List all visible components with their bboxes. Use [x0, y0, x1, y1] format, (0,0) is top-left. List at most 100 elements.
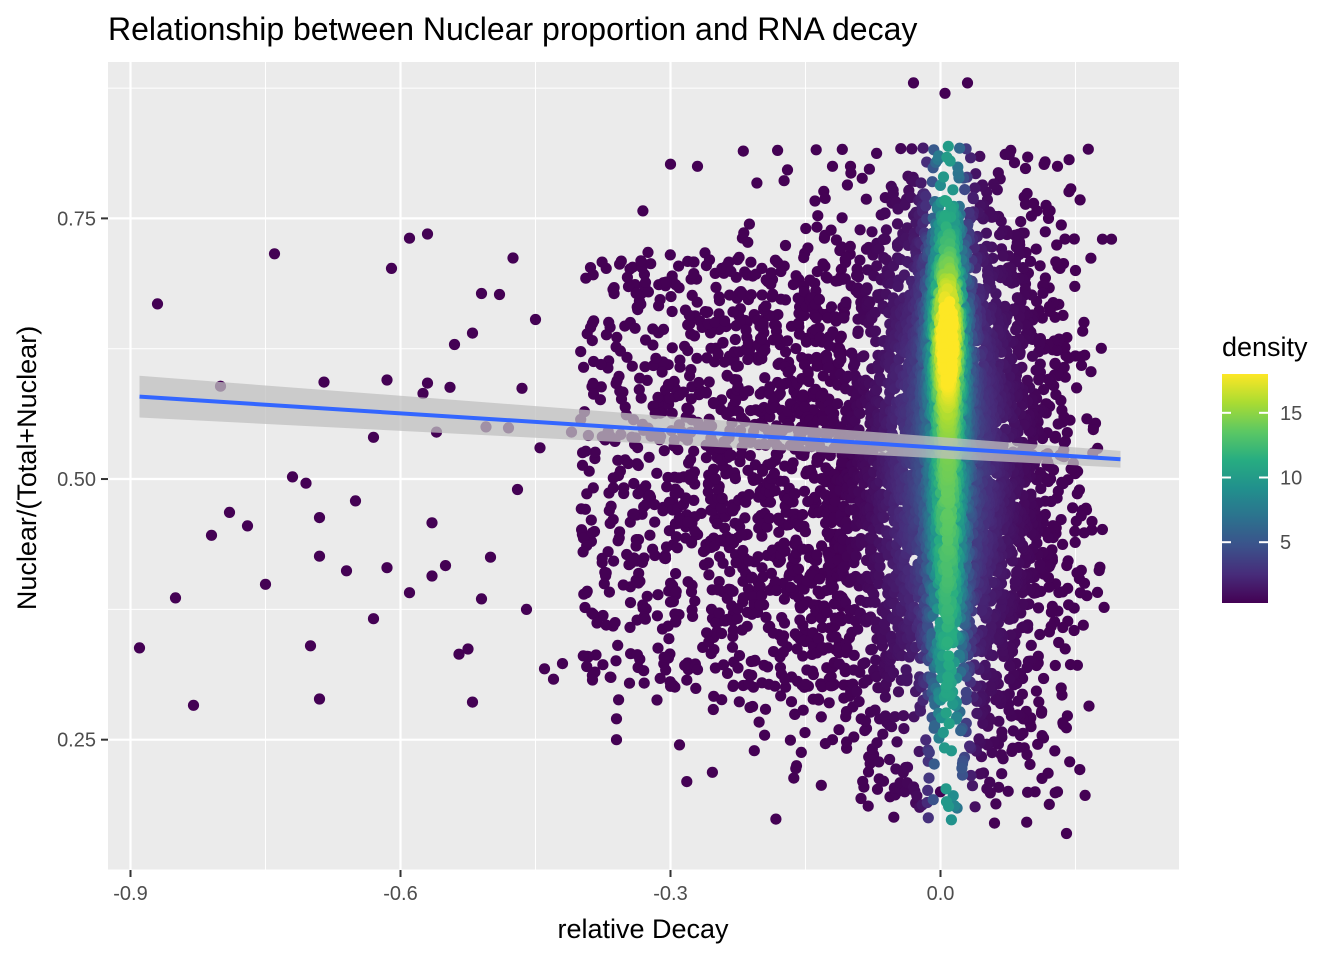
data-point	[851, 685, 863, 698]
data-point	[644, 489, 656, 501]
data-point	[773, 526, 785, 538]
data-point	[652, 391, 664, 403]
data-point	[966, 780, 979, 792]
data-point	[795, 746, 807, 759]
data-point	[952, 161, 964, 173]
data-point	[765, 567, 778, 580]
data-point	[608, 555, 620, 567]
data-point	[866, 643, 879, 656]
data-point	[604, 671, 616, 683]
data-point	[448, 338, 461, 351]
data-point	[770, 813, 782, 825]
data-point	[1053, 586, 1065, 599]
data-point	[300, 477, 312, 489]
data-point	[340, 565, 353, 577]
data-point	[1081, 413, 1093, 425]
data-point	[721, 667, 734, 680]
data-point	[969, 801, 981, 813]
data-point	[877, 775, 890, 787]
data-point	[1069, 264, 1082, 277]
data-point	[717, 659, 730, 671]
data-point	[666, 342, 678, 354]
data-point	[1098, 601, 1110, 614]
data-point	[759, 372, 771, 384]
data-point	[1039, 226, 1051, 238]
data-point	[1043, 798, 1055, 811]
data-point	[835, 353, 847, 366]
data-point	[610, 655, 622, 667]
data-point	[757, 465, 769, 477]
data-point	[688, 256, 700, 268]
data-point	[827, 581, 839, 593]
data-point	[1078, 527, 1090, 539]
data-point	[643, 451, 655, 463]
data-point	[681, 776, 693, 788]
data-point	[1053, 636, 1065, 649]
data-point	[577, 650, 589, 662]
data-point	[760, 300, 772, 312]
data-point	[737, 288, 749, 300]
data-point	[367, 431, 380, 443]
data-point	[853, 696, 865, 708]
data-point	[866, 226, 878, 238]
data-point	[938, 742, 951, 754]
data-point	[760, 611, 772, 624]
data-point	[860, 193, 872, 205]
data-point	[729, 333, 741, 346]
data-point	[754, 580, 766, 593]
data-point	[1060, 827, 1073, 840]
data-point	[779, 673, 791, 685]
data-point	[1070, 515, 1082, 527]
data-point	[588, 388, 600, 400]
data-point	[831, 398, 844, 410]
data-point	[580, 445, 592, 457]
data-point	[1051, 239, 1063, 251]
data-point	[633, 567, 645, 579]
data-point	[1002, 785, 1014, 797]
data-point	[1009, 576, 1021, 588]
data-point	[1038, 384, 1050, 396]
data-point	[1055, 514, 1067, 526]
data-point	[1068, 233, 1080, 245]
data-point	[1083, 700, 1095, 712]
data-point	[794, 614, 806, 626]
data-point	[705, 648, 717, 660]
data-point	[679, 340, 691, 352]
data-point	[700, 306, 713, 319]
data-point	[484, 551, 497, 563]
data-point	[205, 529, 218, 541]
data-point	[734, 317, 746, 329]
data-point	[588, 315, 600, 327]
data-point	[1038, 158, 1050, 170]
data-point	[955, 725, 967, 737]
data-point	[1061, 427, 1073, 439]
data-point	[607, 283, 619, 296]
data-point	[1034, 260, 1046, 272]
data-point	[732, 360, 744, 372]
data-point	[725, 265, 737, 277]
data-point	[650, 352, 662, 364]
data-point	[1056, 404, 1068, 416]
data-point	[682, 516, 694, 528]
data-point	[802, 242, 814, 254]
data-point	[673, 739, 686, 751]
data-point	[980, 227, 993, 239]
data-point	[575, 346, 587, 358]
data-point	[712, 348, 724, 360]
data-point	[737, 145, 749, 157]
data-point	[701, 627, 713, 639]
data-point	[996, 726, 1008, 738]
data-point	[869, 704, 881, 716]
data-point	[1051, 160, 1064, 172]
data-point	[751, 473, 764, 485]
data-point	[638, 665, 650, 677]
data-point	[679, 659, 691, 672]
data-point	[742, 337, 755, 349]
data-point	[984, 680, 997, 692]
data-point	[744, 450, 756, 462]
data-point	[813, 573, 826, 585]
data-point	[556, 658, 569, 670]
data-point	[691, 160, 704, 172]
data-point	[735, 528, 747, 541]
data-point	[520, 603, 533, 616]
